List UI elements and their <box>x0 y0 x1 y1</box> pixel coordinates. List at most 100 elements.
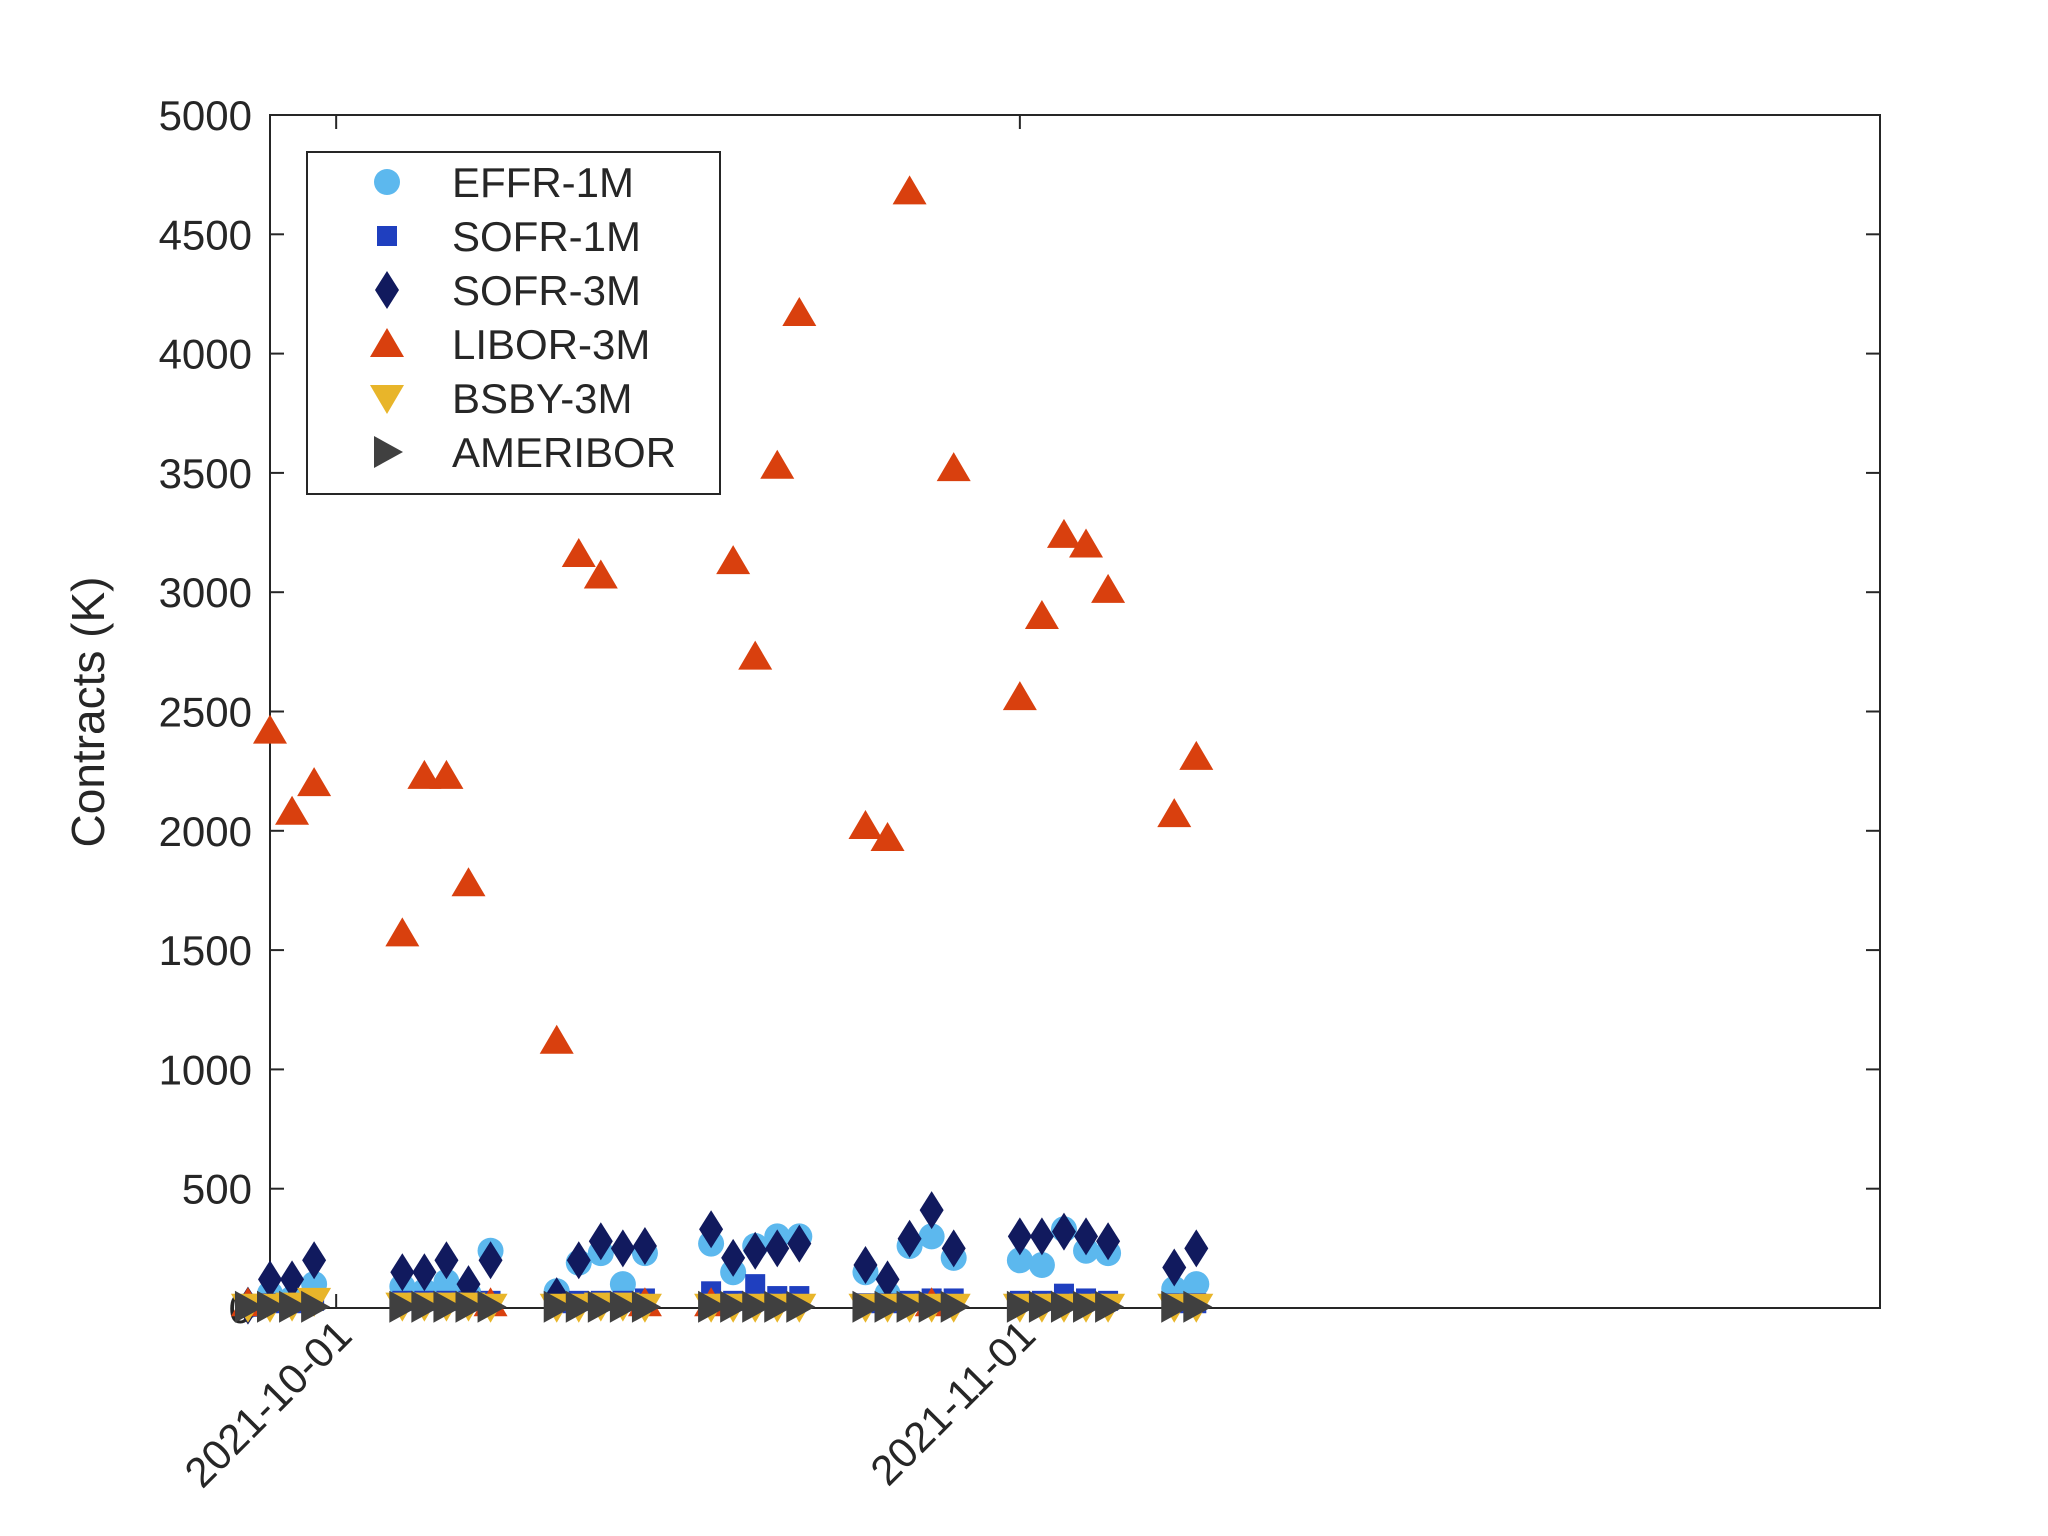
data-point <box>1096 1222 1121 1261</box>
data-point <box>765 1229 790 1268</box>
data-point <box>1046 518 1081 548</box>
legend-marker <box>374 436 403 468</box>
data-point <box>742 1290 772 1323</box>
data-point <box>1184 1229 1209 1268</box>
data-point <box>433 1290 463 1323</box>
y-tick-label: 3000 <box>159 569 252 616</box>
y-tick-label: 1500 <box>159 927 252 974</box>
data-point <box>302 1241 327 1280</box>
data-point <box>919 1191 944 1230</box>
data-point <box>786 1290 816 1323</box>
data-point <box>738 640 773 670</box>
y-tick-label: 1000 <box>159 1046 252 1093</box>
data-point <box>716 545 751 575</box>
y-tick-label: 4000 <box>159 331 252 378</box>
data-point <box>566 1241 591 1280</box>
data-point <box>874 1290 904 1323</box>
data-point <box>936 452 971 482</box>
legend-marker <box>377 226 397 246</box>
legend-item: AMERIBOR <box>374 429 676 476</box>
data-point <box>721 1238 746 1277</box>
data-point <box>1073 1290 1103 1323</box>
data-point <box>853 1246 878 1285</box>
data-point <box>1028 1252 1055 1279</box>
data-point <box>698 1290 728 1323</box>
data-point <box>478 1241 503 1280</box>
data-point <box>870 821 905 851</box>
data-point <box>455 1290 485 1323</box>
data-markers <box>230 175 1214 1325</box>
legend-marker <box>374 169 400 195</box>
data-point <box>1006 1290 1036 1323</box>
data-point <box>941 1229 966 1268</box>
data-point <box>257 1290 286 1323</box>
data-point <box>433 1268 460 1295</box>
legend-label: AMERIBOR <box>452 429 676 476</box>
data-point <box>1179 740 1214 770</box>
legend-label: BSBY-3M <box>452 375 633 422</box>
data-point <box>451 867 486 897</box>
legend-label: SOFR-3M <box>452 267 641 314</box>
data-point <box>1028 1290 1058 1323</box>
data-point <box>875 1260 900 1299</box>
data-point <box>940 1290 970 1323</box>
legend-item: SOFR-3M <box>375 267 641 314</box>
data-point <box>1069 528 1104 558</box>
data-point <box>275 795 310 825</box>
legend-label: SOFR-1M <box>452 213 641 260</box>
data-point <box>1161 1290 1191 1323</box>
data-point <box>1095 1290 1125 1323</box>
data-point <box>258 1260 282 1299</box>
data-point <box>787 1224 812 1263</box>
data-point <box>896 1290 926 1323</box>
y-tick-label: 4500 <box>159 211 252 258</box>
data-point <box>1157 798 1192 828</box>
legend-item: BSBY-3M <box>370 375 633 422</box>
data-point <box>279 1290 309 1323</box>
data-point <box>609 1271 636 1298</box>
data-point <box>760 449 795 479</box>
legend-marker <box>370 328 404 357</box>
legend-marker <box>375 271 399 309</box>
series-sofr-3m <box>235 1191 1209 1325</box>
data-point <box>1183 1271 1210 1298</box>
data-point <box>477 1290 507 1323</box>
data-point <box>1002 681 1037 711</box>
data-point <box>1006 1247 1033 1274</box>
data-point <box>301 1290 331 1323</box>
data-point <box>897 1219 922 1258</box>
data-point <box>1074 1217 1099 1256</box>
data-point <box>1051 1212 1076 1251</box>
data-point <box>434 1241 459 1280</box>
legend-item: SOFR-1M <box>377 213 641 260</box>
data-point <box>389 1290 419 1323</box>
data-point <box>561 538 596 568</box>
data-point <box>1162 1248 1187 1287</box>
data-point <box>1050 1290 1080 1323</box>
legend-item: EFFR-1M <box>374 159 634 206</box>
legend-box <box>306 151 721 495</box>
data-point <box>745 1274 766 1295</box>
legend-marker <box>370 385 404 414</box>
y-axis: 0500100015002000250030003500400045005000 <box>159 92 1880 1332</box>
data-point <box>1029 1217 1054 1256</box>
data-point <box>918 1290 948 1323</box>
data-point <box>610 1229 635 1268</box>
data-point <box>764 1290 794 1323</box>
data-point <box>1183 1290 1213 1323</box>
data-point <box>918 1223 945 1250</box>
data-point <box>632 1226 657 1265</box>
y-tick-label: 500 <box>182 1166 252 1213</box>
data-point <box>390 1253 415 1292</box>
data-point <box>412 1253 437 1292</box>
data-point <box>297 767 332 797</box>
data-point <box>588 1222 613 1261</box>
data-point <box>848 810 883 840</box>
x-tick-label: 2021-10-01 <box>175 1311 360 1496</box>
data-point <box>609 1290 639 1323</box>
data-point <box>1007 1217 1032 1256</box>
data-point <box>411 1290 441 1323</box>
data-point <box>743 1231 768 1270</box>
y-tick-label: 2500 <box>159 689 252 736</box>
